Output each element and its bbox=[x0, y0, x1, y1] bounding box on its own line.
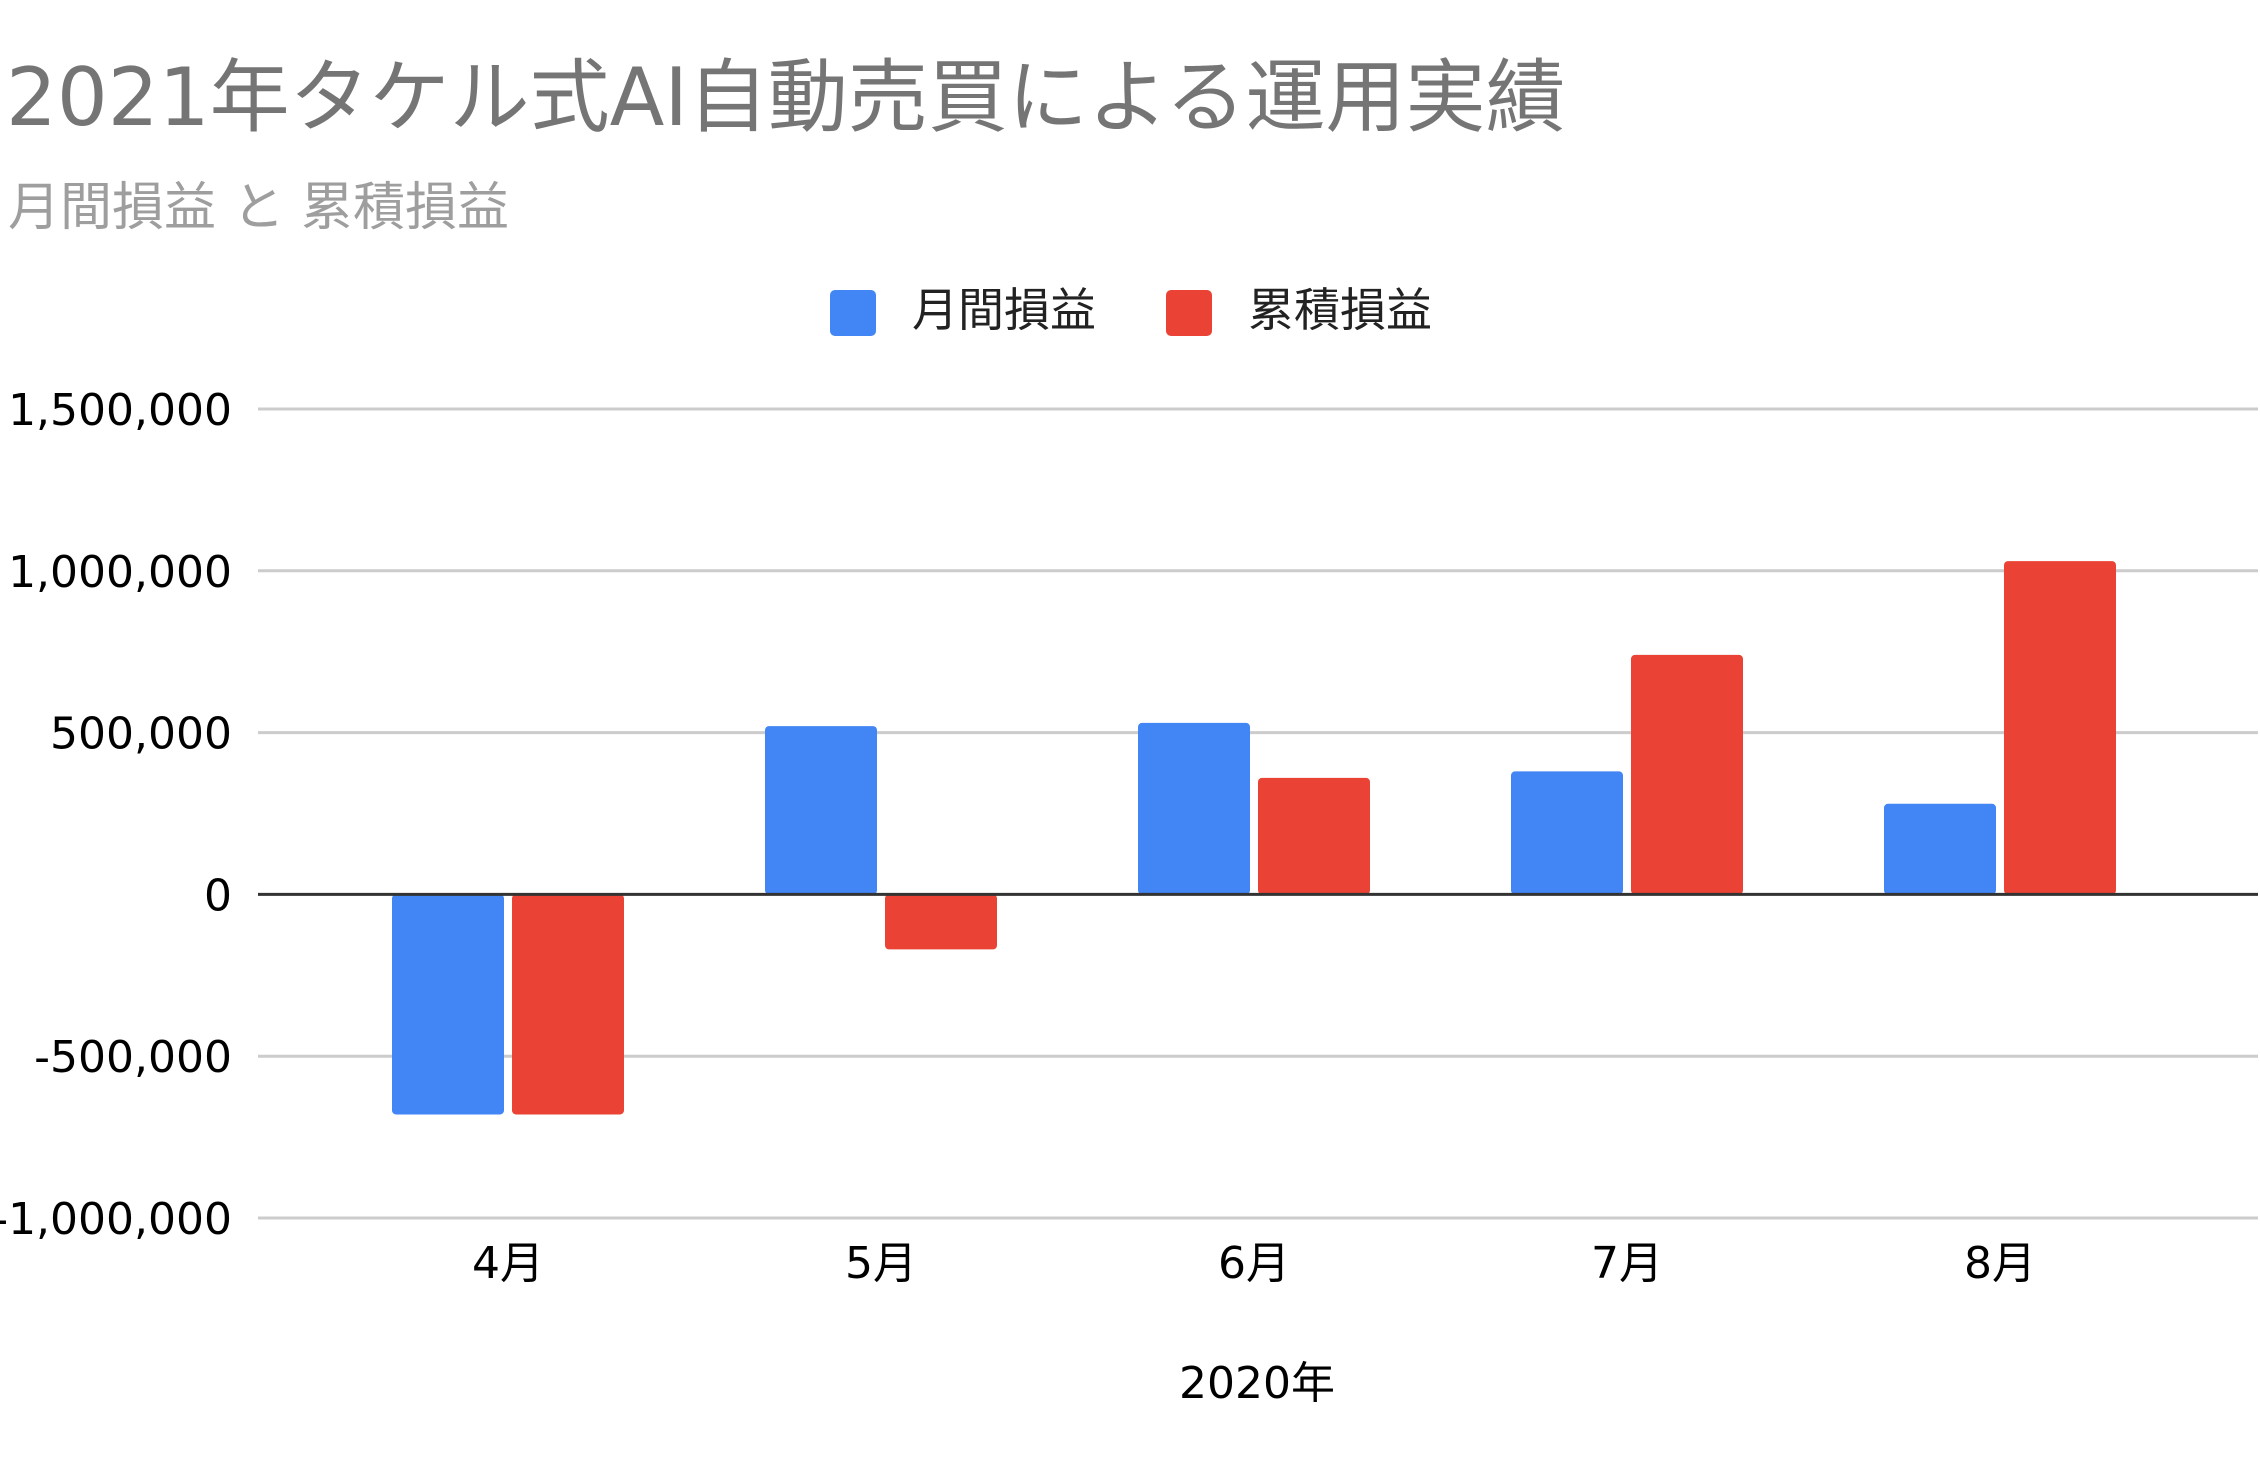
x-tick-label: 6月 bbox=[1218, 1238, 1290, 1289]
legend: 月間損益 累積損益 bbox=[830, 283, 1432, 337]
legend-item: 月間損益 bbox=[830, 283, 1096, 337]
bars bbox=[392, 561, 2116, 1115]
y-tick-label: -500,000 bbox=[34, 1032, 232, 1083]
bar-cumulative-2 bbox=[885, 894, 997, 950]
y-tick-label: 1,500,000 bbox=[8, 385, 232, 436]
bar-cumulative-4 bbox=[1631, 654, 1743, 895]
y-tick-label: 1,000,000 bbox=[8, 547, 232, 598]
chart-subtitle: 月間損益 と 累積損益 bbox=[8, 178, 510, 238]
legend-swatch bbox=[1166, 290, 1212, 336]
legend-item: 累積損益 bbox=[1166, 283, 1432, 337]
x-tick-label: 5月 bbox=[845, 1238, 917, 1289]
bar-cumulative-1 bbox=[512, 894, 624, 1115]
y-tick-label: 0 bbox=[204, 870, 232, 921]
x-tick-label: 8月 bbox=[1964, 1238, 2036, 1289]
x-axis-title: 2020年 bbox=[1179, 1358, 1335, 1409]
bar-monthly-3 bbox=[1138, 722, 1250, 895]
legend-swatch bbox=[830, 290, 876, 336]
bar-monthly-5 bbox=[1884, 803, 1996, 895]
bar-cumulative-5 bbox=[2004, 561, 2116, 895]
x-tick-label: 7月 bbox=[1591, 1238, 1663, 1289]
chart-title: 2021年タケル式AI自動売買による運用実績 bbox=[6, 51, 1566, 144]
bar-cumulative-3 bbox=[1258, 777, 1370, 895]
bar-monthly-4 bbox=[1511, 771, 1623, 895]
y-tick-label: 500,000 bbox=[50, 709, 232, 760]
x-tick-label: 4月 bbox=[472, 1238, 544, 1289]
legend-label: 月間損益 bbox=[912, 283, 1096, 337]
bar-monthly-2 bbox=[765, 726, 877, 895]
x-axis-ticks: 4月 5月 6月 7月 8月 bbox=[472, 1238, 2036, 1289]
y-axis-ticks: 1,500,000 1,000,000 500,000 0 -500,000 -1,000… bbox=[0, 385, 232, 1245]
y-tick-label: -1,000,000 bbox=[0, 1194, 232, 1245]
legend-label: 累積損益 bbox=[1248, 283, 1432, 337]
bar-monthly-1 bbox=[392, 894, 504, 1115]
